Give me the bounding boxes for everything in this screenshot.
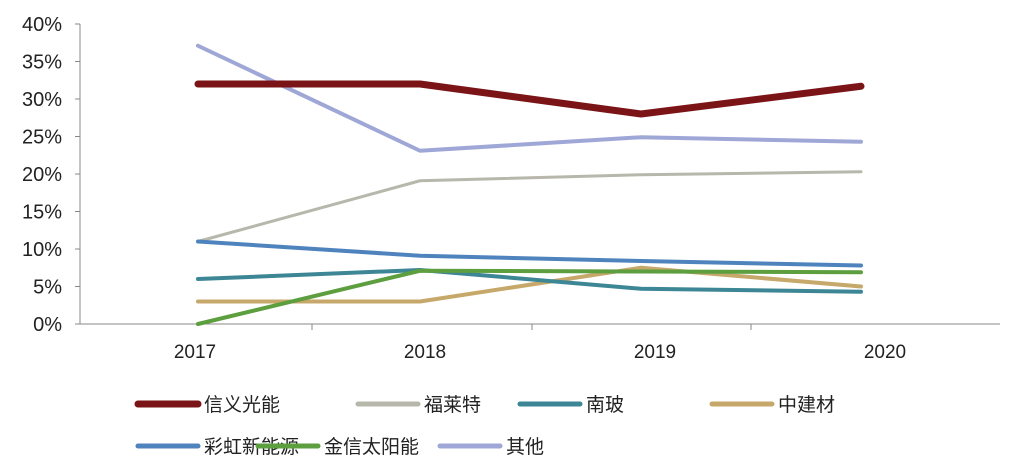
legend-label: 彩虹新能源 [204,436,299,458]
legend-label: 中建材 [778,394,835,416]
legend-label: 金信太阳能 [324,436,419,458]
x-tick-label: 2017 [174,342,216,363]
series-line-0 [194,80,865,118]
legend-label: 信义光能 [204,394,280,416]
series-line-3 [196,265,863,304]
y-tick-label: 30% [22,89,62,111]
series-line-5 [196,268,863,326]
x-tick-label: 2018 [404,342,446,363]
y-tick-label: 15% [22,202,62,224]
y-tick-label: 10% [22,239,62,261]
x-tick-label: 2019 [634,342,676,363]
y-tick-label: 20% [22,164,62,186]
y-tick-label: 40% [22,14,62,36]
legend-label: 南玻 [586,394,624,416]
series-line-4 [196,239,863,268]
x-tick-label: 2020 [864,342,906,363]
series-line-6 [196,43,863,153]
y-tick-label: 5% [33,277,62,299]
series-line-2 [196,268,863,294]
legend-label: 福莱特 [424,394,481,416]
series-line-1 [196,170,863,243]
y-tick-label: 25% [22,127,62,149]
legend-label: 其他 [506,436,544,458]
y-tick-label: 0% [33,314,62,336]
y-tick-label: 35% [22,52,62,74]
